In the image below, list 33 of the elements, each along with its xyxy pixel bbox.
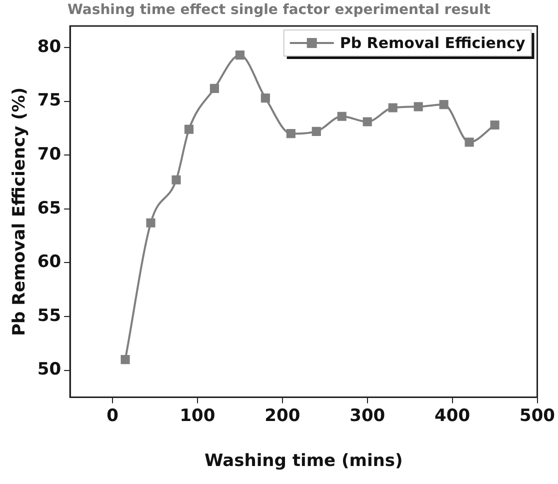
- y-tick-label: 65: [37, 198, 62, 218]
- x-axis-title: Washing time (mins): [204, 451, 403, 472]
- x-tick-label: 200: [264, 406, 300, 426]
- point: [260, 94, 270, 103]
- x-tick-label: 500: [520, 406, 556, 426]
- point: [388, 103, 398, 112]
- x-tick-label: 0: [106, 406, 119, 426]
- y-tick-label: 60: [37, 252, 62, 272]
- legend-label: Pb Removal Efficiency: [340, 34, 526, 52]
- point: [414, 102, 423, 112]
- point: [172, 175, 181, 184]
- point: [362, 117, 372, 126]
- point: [490, 120, 500, 130]
- point: [235, 50, 244, 60]
- x-tick-label: 100: [180, 406, 216, 426]
- point: [120, 355, 130, 364]
- chart-title: Washing time effect single factor experimental result: [66, 2, 492, 18]
- y-tick-label: 50: [37, 360, 62, 380]
- y-axis-title: Pb Removal Efficiency (%): [10, 87, 30, 336]
- y-tick-label: 75: [37, 90, 62, 111]
- y-tick-label: 70: [37, 144, 62, 165]
- point: [146, 218, 156, 228]
- point: [337, 112, 346, 121]
- y-tick-label: 80: [37, 36, 62, 57]
- point: [286, 129, 296, 138]
- point: [439, 100, 448, 110]
- y-tick-label: 55: [37, 306, 62, 326]
- point: [210, 84, 219, 93]
- x-tick-label: 300: [350, 406, 386, 426]
- point: [184, 124, 194, 134]
- x-tick-label: 400: [434, 406, 470, 426]
- point: [464, 138, 474, 147]
- point: [312, 126, 321, 136]
